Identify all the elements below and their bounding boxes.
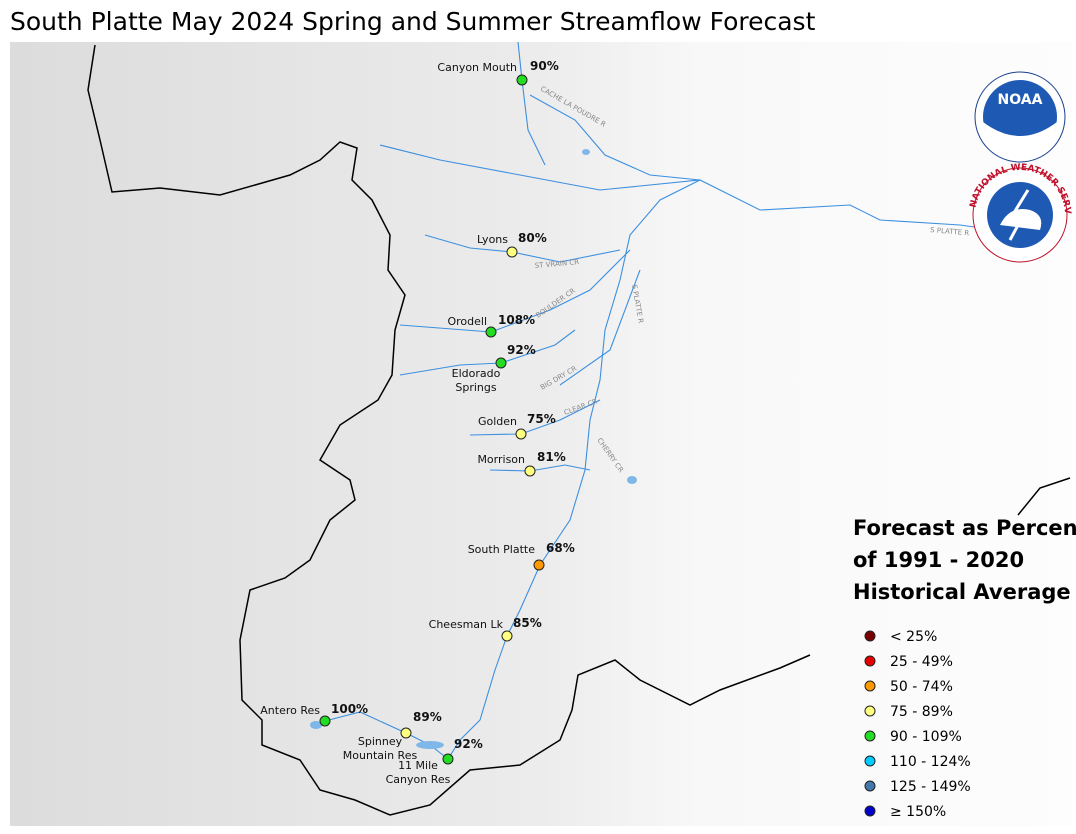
station-percent: 89% [413,710,442,724]
station-name: 11 Mile [398,759,438,772]
legend-title: of 1991 - 2020 [853,548,1024,572]
station-name: Eldorado [452,367,501,380]
station-percent: 81% [537,450,566,464]
station-name: Antero Res [260,704,320,717]
title: South Platte May 2024 Spring and Summer … [10,7,816,36]
legend-swatch [864,755,876,767]
noaa-logo: NOAA [974,71,1066,163]
legend-label: 125 - 149% [890,779,971,795]
station-name: Lyons [477,233,508,246]
station-percent: 85% [513,616,542,630]
station-name: Golden [478,415,517,428]
station-name: Orodell [447,315,487,328]
station-name: Morrison [477,453,525,466]
station-percent: 90% [530,59,559,73]
station-marker [516,74,528,86]
station-marker [501,630,513,642]
station-percent: 92% [454,737,483,751]
stations: Canyon Mouth 90% Lyons 80% Orodell 108% Eldora… [260,59,574,786]
station-name: Mountain Res [343,749,418,762]
river-label: S PLATTE R [930,226,970,237]
station-name: Spinney [358,735,403,748]
station-percent: 100% [331,702,368,716]
station-name: South Platte [468,543,536,556]
station-name: Canyon Mouth [437,61,517,74]
legend-label: 75 - 89% [890,704,953,720]
legend-swatch [864,680,876,692]
station-marker [515,428,527,440]
station-percent: 108% [498,313,535,327]
station-marker [319,715,331,727]
legend-label: 110 - 124% [890,754,971,770]
legend-label: ≥ 150% [890,804,946,820]
station-marker [524,465,536,477]
legend-swatch [864,780,876,792]
legend-swatch [864,705,876,717]
legend-swatch [864,655,876,667]
station-marker [506,246,518,258]
station-marker [485,326,497,338]
legend-label: 90 - 109% [890,729,962,745]
legend-title: Forecast as Percent [853,516,1076,540]
basin-boundary [87,44,811,816]
station-percent: 68% [546,541,575,555]
river-label: ST VRAIN CR [534,258,579,270]
legend-title: Historical Average [853,580,1071,604]
station-marker [400,727,412,739]
boundary-edge [1017,477,1071,516]
legend-label: 25 - 49% [890,654,953,670]
station-marker [442,753,454,765]
legend-label: < 25% [890,629,937,645]
station-marker [533,559,545,571]
legend: Forecast as Percent of 1991 - 2020 Histori… [853,516,1076,820]
station-name: Canyon Res [386,773,451,786]
legend-swatch [864,730,876,742]
noaa-text: NOAA [998,92,1043,108]
terrain [10,42,1072,826]
legend-label: 50 - 74% [890,679,953,695]
station-percent: 80% [518,231,547,245]
legend-swatch [864,630,876,642]
station-percent: 92% [507,343,536,357]
legend-swatch [864,805,876,817]
station-percent: 75% [527,412,556,426]
reservoirs [310,149,637,749]
station-name: Cheesman Lk [429,618,504,631]
station-name: Springs [455,381,496,394]
station-marker [495,357,507,369]
